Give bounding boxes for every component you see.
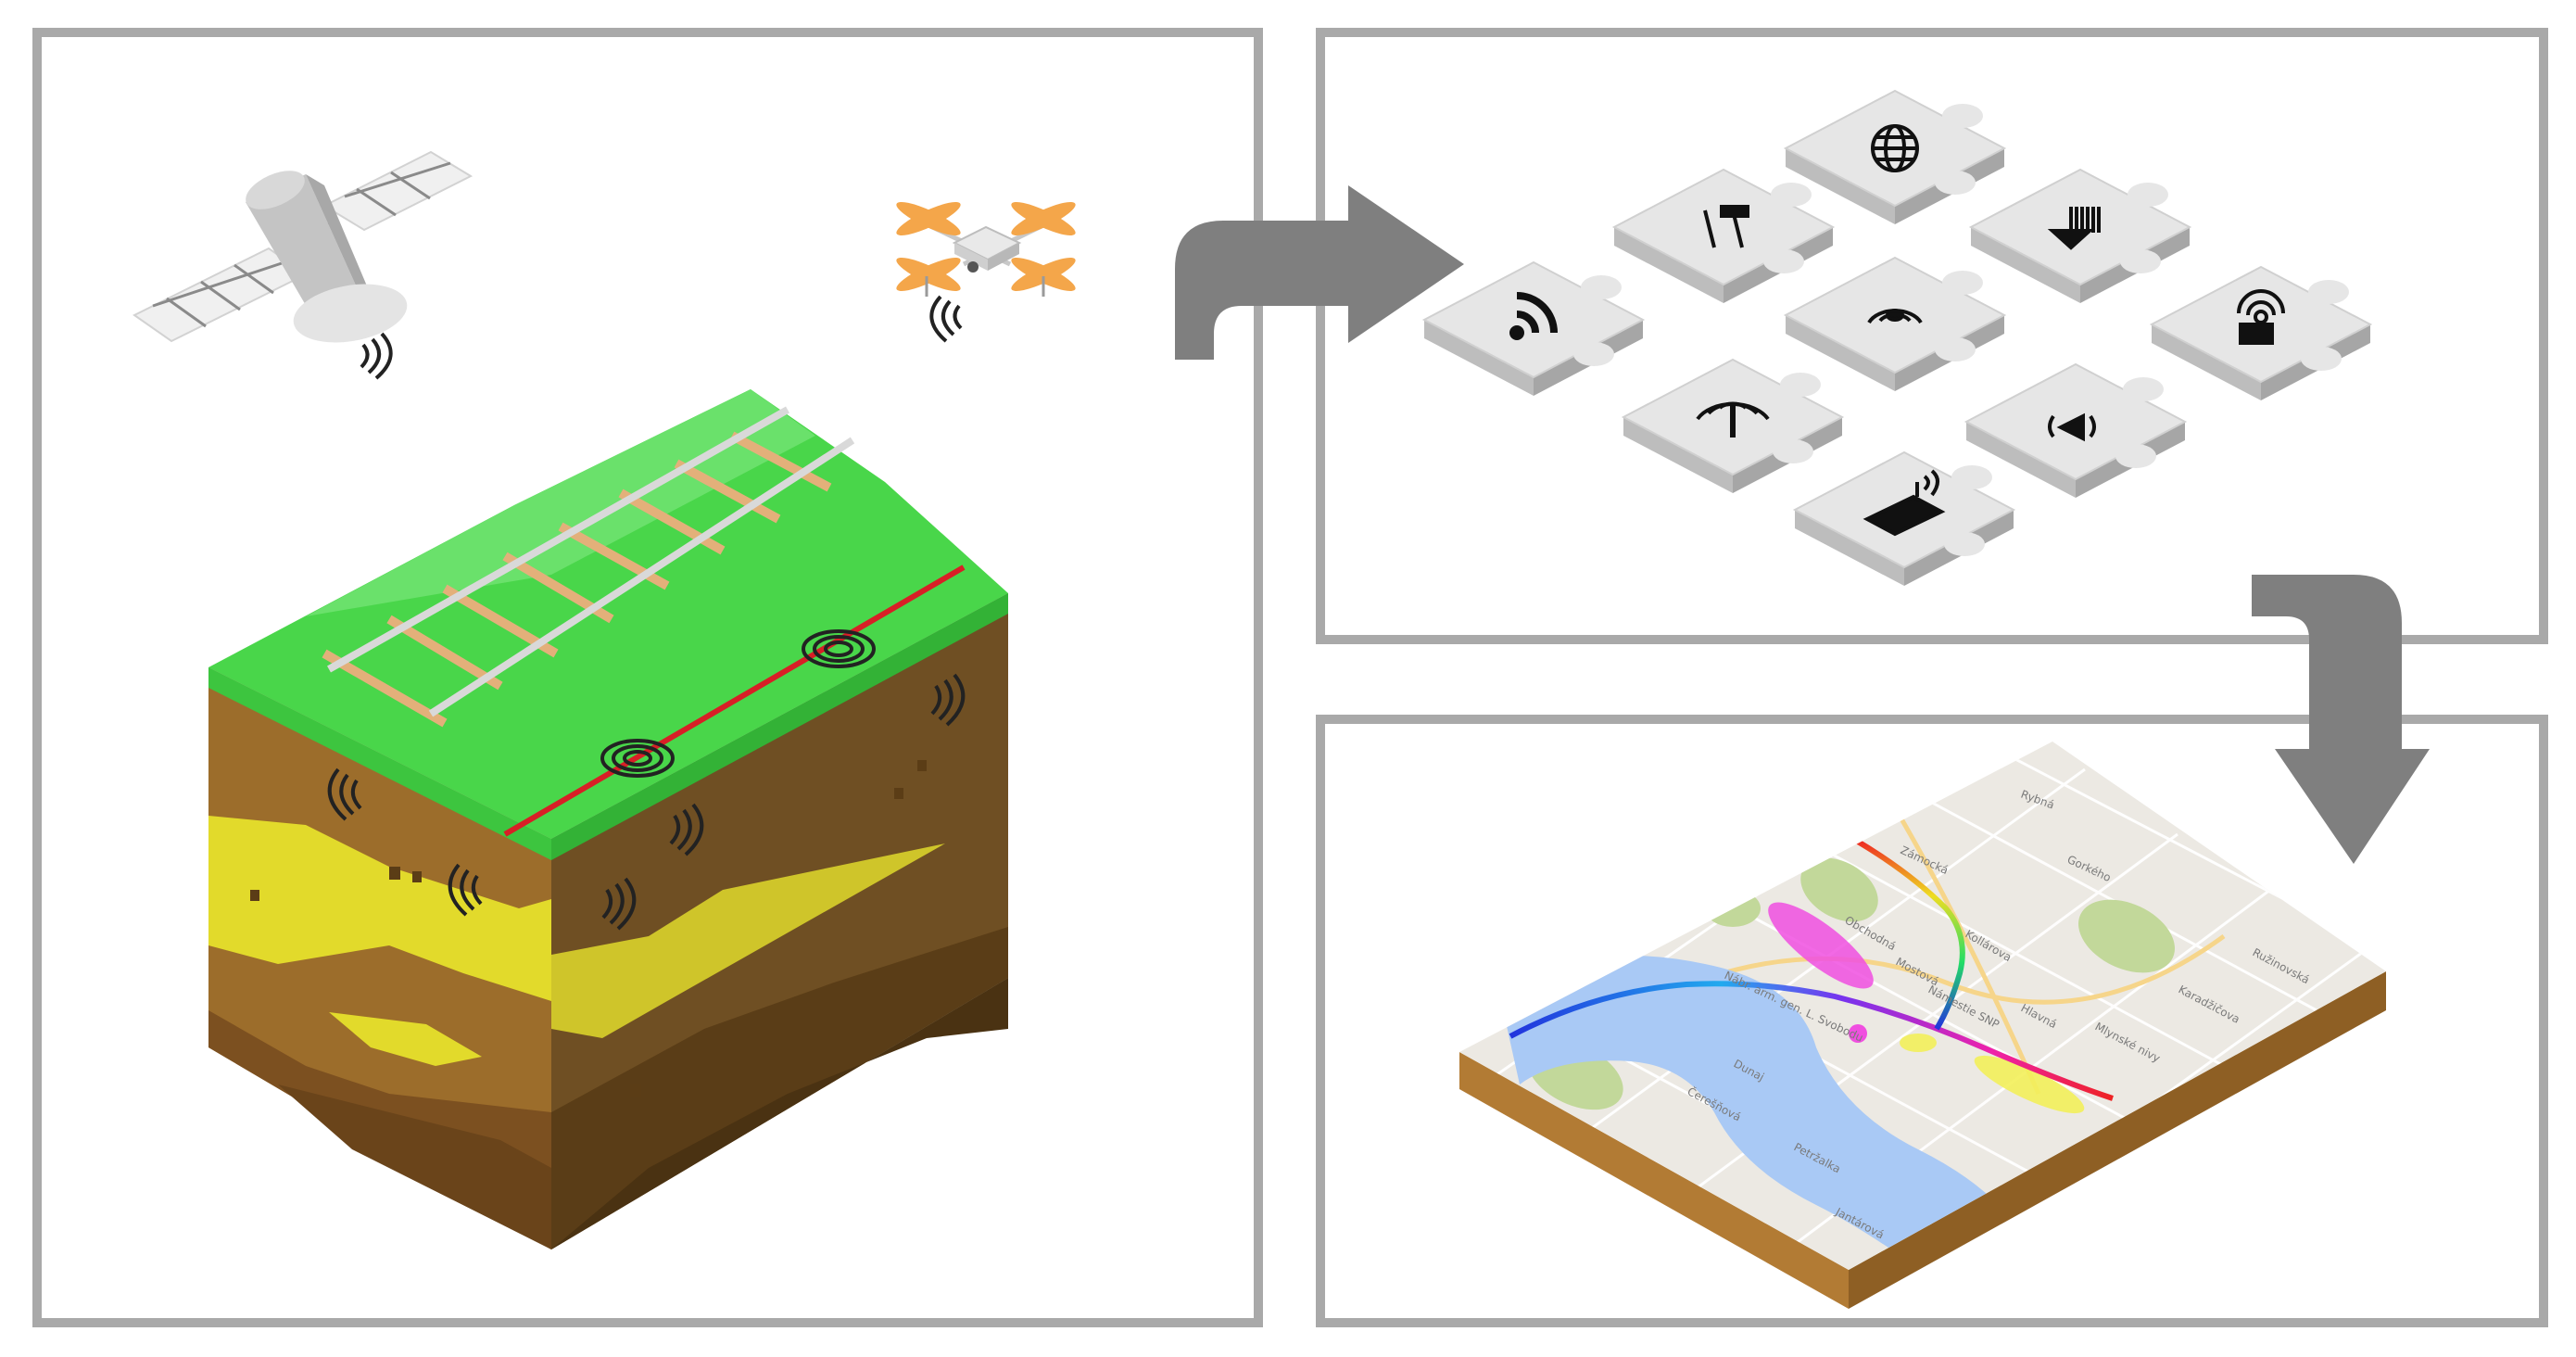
arrow-right-icon	[1175, 185, 1464, 360]
hotspot-yellow	[1974, 1055, 2085, 1114]
globe-icon	[1871, 124, 1919, 172]
sensing-scene	[133, 150, 1076, 1249]
puzzle-piece	[1783, 89, 2007, 224]
river	[1501, 956, 2020, 1270]
puzzle-piece	[2149, 265, 2373, 400]
tools-icon	[1703, 205, 1749, 248]
antenna-icon	[1696, 401, 1770, 438]
sensing-panel-frame	[32, 28, 1263, 1327]
hotspot-magenta	[1768, 902, 1874, 989]
puzzle-piece	[1783, 256, 2007, 391]
panel-frames	[32, 28, 2548, 1327]
satellite-icon	[133, 150, 474, 380]
monitored-line-north	[1851, 836, 1965, 1031]
arrow-down-icon	[2252, 575, 2430, 864]
integration-panel-frame	[1316, 28, 2548, 644]
flow-arrows	[1175, 185, 2430, 864]
drone-icon	[896, 201, 1076, 343]
puzzle-piece	[1964, 362, 2188, 498]
puzzle-piece	[1421, 260, 1646, 396]
mapping-panel-frame	[1316, 715, 2548, 1327]
geophone-icon	[2048, 412, 2096, 442]
map-base-side	[1849, 971, 2386, 1309]
puzzle-piece	[1968, 168, 2192, 303]
lidar-scan-icon	[2047, 207, 2101, 250]
puzzle-piece	[1792, 450, 2016, 586]
map-base	[1459, 1052, 1849, 1309]
integration-puzzle	[1421, 89, 2373, 586]
monitored-line-west	[1509, 981, 2114, 1101]
puzzle-piece	[1621, 358, 1845, 493]
puzzle-piece	[1611, 168, 1836, 303]
router-icon	[1863, 469, 1946, 537]
wifi-icon	[1509, 292, 1558, 340]
satellite-dish-icon	[2237, 289, 2285, 345]
wireless-signal-icon	[1867, 309, 1923, 324]
soil-cross-section-icon	[208, 389, 1008, 1249]
